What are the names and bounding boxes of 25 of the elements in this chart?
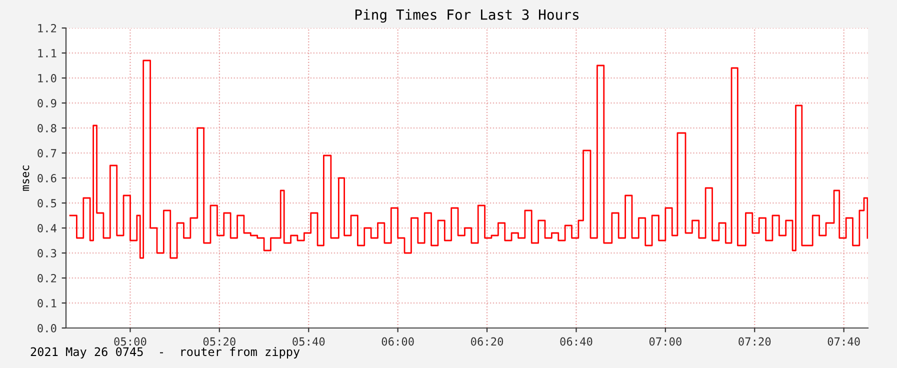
chart-title: Ping Times For Last 3 Hours <box>355 9 579 23</box>
y-tick-label: 1.1 <box>38 49 56 58</box>
text: 2021 May 26 0745 - router from zippy <box>30 347 300 358</box>
y-tick-label: 0.7 <box>38 149 56 158</box>
y-tick-label: 0.0 <box>38 324 56 332</box>
x-tick-label: 07:00 <box>649 337 682 346</box>
y-tick-label: 0.3 <box>38 249 56 258</box>
x-tick-label: 05:20 <box>203 337 236 346</box>
x-tick-label: 07:40 <box>828 337 860 346</box>
x-tick-label: 05:40 <box>292 337 325 346</box>
y-tick-label: 0.4 <box>38 224 56 232</box>
y-tick-label: 1.2 <box>38 24 56 32</box>
x-tick-label: 05:00 <box>114 337 146 346</box>
y-tick-label: 0.5 <box>38 199 56 208</box>
x-tick-label: 06:40 <box>560 337 592 346</box>
y-tick-label: 0.6 <box>38 174 56 182</box>
y-tick-label: 0.8 <box>38 124 56 132</box>
x-tick-label: 06:00 <box>382 337 414 346</box>
y-axis-title: msec <box>22 166 30 191</box>
y-tick-label: 0.1 <box>38 299 56 308</box>
y-tick-label: 0.9 <box>38 99 56 108</box>
y-tick-label: 1.0 <box>38 74 56 82</box>
x-tick-label: 06:20 <box>471 337 504 346</box>
y-tick-label: 0.2 <box>38 274 56 282</box>
x-tick-label: 07:20 <box>738 337 771 346</box>
